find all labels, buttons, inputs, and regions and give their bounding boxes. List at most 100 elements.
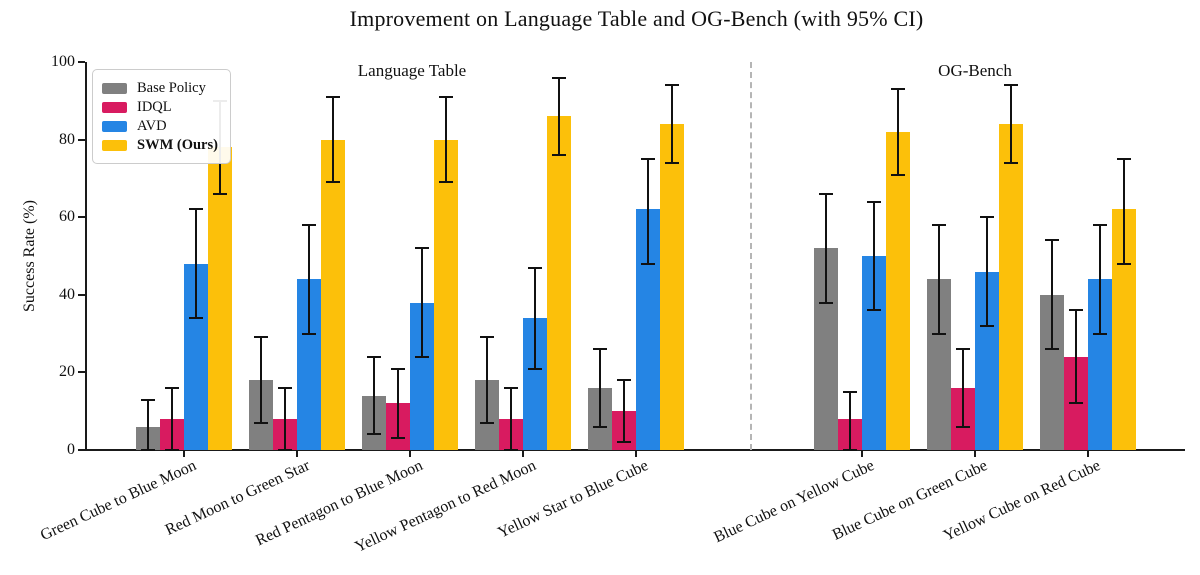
error-bar	[397, 368, 399, 439]
error-bar-cap-top	[302, 223, 316, 226]
error-bar-cap-bottom	[1004, 161, 1018, 164]
error-bar-cap-top	[891, 88, 905, 91]
y-tick-label: 40	[59, 285, 75, 303]
error-bar	[962, 349, 964, 427]
bar	[999, 124, 1023, 450]
error-bar-cap-top	[480, 336, 494, 339]
error-bar-cap-bottom	[504, 449, 518, 451]
x-tick	[296, 451, 298, 457]
error-bar-cap-bottom	[367, 433, 381, 436]
error-bar-cap-top	[415, 247, 429, 250]
error-bar	[1075, 310, 1077, 404]
error-bar	[623, 380, 625, 443]
bar	[547, 116, 571, 450]
error-bar	[171, 387, 173, 450]
error-bar-cap-bottom	[415, 355, 429, 358]
y-tick-label: 100	[51, 53, 75, 70]
error-bar-cap-top	[278, 386, 292, 389]
bar	[886, 131, 910, 450]
error-bar-cap-top	[867, 200, 881, 203]
error-bar-cap-bottom	[189, 317, 203, 320]
error-bar-cap-top	[819, 192, 833, 195]
bar	[208, 147, 232, 450]
error-bar-cap-top	[1045, 239, 1059, 242]
error-bar-cap-bottom	[302, 332, 316, 335]
y-tick	[78, 293, 85, 296]
error-bar-cap-bottom	[213, 192, 227, 195]
bar	[321, 139, 345, 450]
error-bar	[558, 77, 560, 156]
error-bar	[986, 217, 988, 326]
error-bar	[1099, 224, 1101, 334]
error-bar-cap-top	[1069, 309, 1083, 312]
legend-swatch-icon	[102, 120, 127, 132]
error-bar	[1123, 159, 1125, 264]
error-bar	[897, 89, 899, 175]
error-bar-cap-bottom	[980, 324, 994, 327]
section-divider	[750, 62, 752, 450]
error-bar	[1010, 85, 1012, 163]
legend-item: AVD	[102, 118, 218, 134]
error-bar-cap-bottom	[165, 449, 179, 451]
section-label-og-bench: OG-Bench	[938, 61, 1012, 80]
error-bar-cap-bottom	[278, 449, 292, 451]
error-bar-cap-top	[980, 216, 994, 219]
error-bar	[825, 193, 827, 303]
legend-item: Base Policy	[102, 80, 218, 96]
x-tick	[1087, 451, 1089, 457]
error-bar-cap-top	[254, 336, 268, 339]
error-bar-cap-bottom	[1045, 348, 1059, 351]
error-bar-cap-top	[391, 367, 405, 370]
error-bar-cap-bottom	[1069, 402, 1083, 405]
error-bar-cap-bottom	[891, 173, 905, 176]
error-bar-cap-bottom	[593, 425, 607, 428]
legend: Base Policy IDQL AVD SWM (Ours)	[92, 69, 231, 164]
error-bar-cap-bottom	[867, 309, 881, 312]
error-bar-cap-top	[641, 158, 655, 160]
error-bar	[1051, 240, 1053, 350]
error-bar-cap-top	[439, 95, 453, 98]
x-tick	[861, 451, 863, 457]
error-bar	[195, 209, 197, 319]
error-bar	[147, 399, 149, 450]
y-tick	[78, 449, 85, 451]
error-bar-cap-top	[141, 398, 155, 401]
error-bar	[534, 267, 536, 369]
error-bar-cap-bottom	[254, 421, 268, 424]
error-bar-cap-bottom	[528, 367, 542, 370]
error-bar	[486, 337, 488, 423]
error-bar	[421, 248, 423, 357]
error-bar	[332, 96, 334, 183]
legend-swatch-icon	[102, 82, 127, 94]
legend-item: IDQL	[102, 99, 218, 115]
legend-label: IDQL	[137, 99, 172, 115]
y-tick-label: 20	[59, 363, 75, 381]
y-tick	[78, 371, 85, 374]
y-axis-spine	[85, 62, 87, 450]
error-bar-cap-bottom	[439, 181, 453, 184]
legend-label: AVD	[137, 118, 167, 134]
legend-label: SWM (Ours)	[137, 137, 218, 153]
error-bar-cap-top	[528, 266, 542, 269]
error-bar-cap-bottom	[141, 449, 155, 451]
y-tick-label: 0	[67, 441, 75, 458]
error-bar	[647, 159, 649, 264]
error-bar-cap-top	[1117, 158, 1131, 160]
error-bar-cap-bottom	[617, 441, 631, 444]
error-bar-cap-top	[1093, 223, 1107, 226]
error-bar-cap-top	[165, 386, 179, 389]
error-bar-cap-top	[665, 84, 679, 87]
x-tick-label: Yellow Pentagon to Red Moon	[352, 457, 539, 556]
error-bar-cap-bottom	[480, 421, 494, 424]
error-bar	[938, 224, 940, 334]
error-bar-cap-top	[1004, 84, 1018, 87]
error-bar-cap-bottom	[641, 262, 655, 265]
error-bar-cap-bottom	[1117, 262, 1131, 265]
error-bar	[445, 96, 447, 183]
error-bar-cap-top	[189, 208, 203, 211]
error-bar-cap-top	[956, 348, 970, 351]
error-bar-cap-bottom	[326, 181, 340, 184]
legend-swatch-icon	[102, 101, 127, 113]
error-bar-cap-top	[367, 355, 381, 358]
